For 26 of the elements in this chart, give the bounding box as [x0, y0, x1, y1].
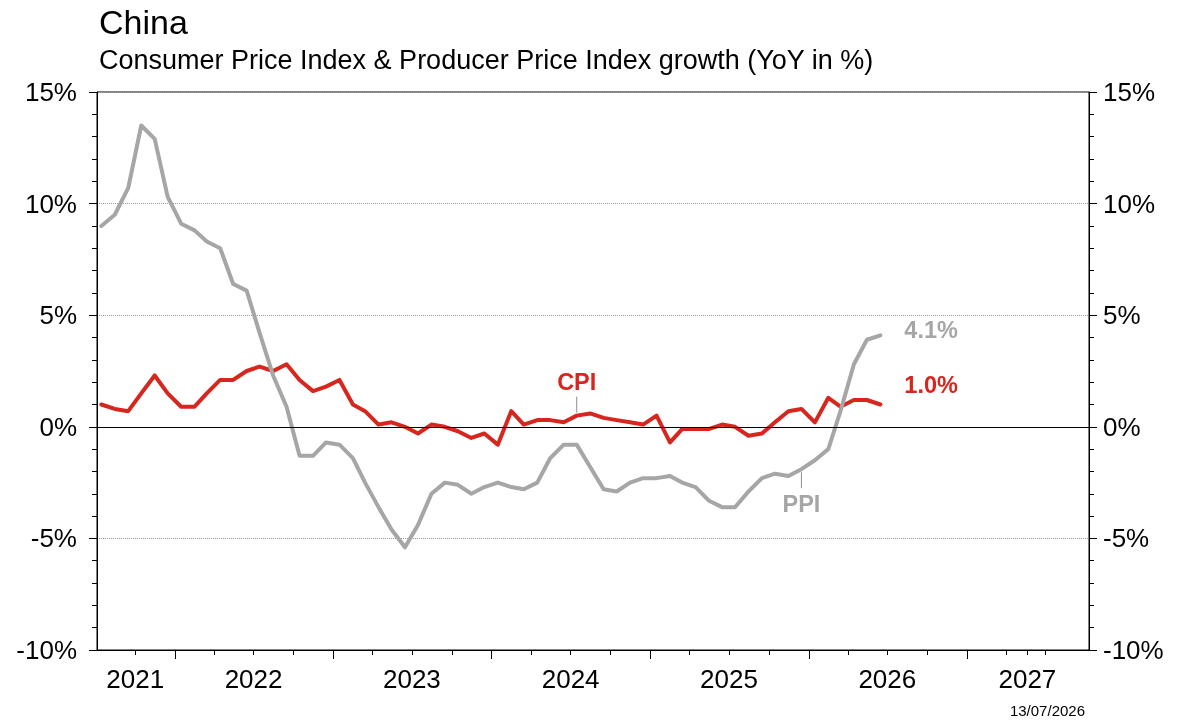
- y-tick-label: 10%: [24, 188, 77, 219]
- x-tick-label: 2027: [998, 664, 1057, 694]
- x-tick-label: 2023: [382, 664, 441, 694]
- data-label: 1.0%: [904, 372, 959, 399]
- y2-tick-label: 10%: [1103, 188, 1156, 219]
- y2-tick-label: -10%: [1103, 635, 1164, 665]
- y2-tick-label: -5%: [1103, 523, 1150, 554]
- chart-title: China: [99, 3, 188, 41]
- y-tick-label: -5%: [30, 523, 77, 554]
- y-tick-label: 0%: [39, 411, 77, 442]
- x-tick-label: 2022: [224, 664, 283, 694]
- x-tick-label: 2026: [858, 664, 917, 694]
- y2-tick-label: 5%: [1103, 300, 1141, 331]
- x-tick-label: 2024: [541, 664, 600, 694]
- data-label: 4.1%: [904, 317, 959, 344]
- series-label: PPI: [782, 491, 821, 518]
- y-tick-label: 15%: [24, 77, 77, 107]
- series-label: CPI: [557, 368, 597, 395]
- text: 13/07/2026: [1009, 702, 1085, 719]
- x-tick-label: 2021: [106, 664, 165, 694]
- x-tick-label: 2025: [700, 664, 758, 694]
- y2-tick-label: 0%: [1103, 411, 1141, 442]
- y-tick-label: -10%: [16, 635, 77, 665]
- y-tick-label: 5%: [39, 300, 77, 331]
- chart-subtitle: Consumer Price Index & Producer Price Index growth (YoY in %): [99, 44, 874, 75]
- y2-tick-label: 15%: [1103, 77, 1156, 107]
